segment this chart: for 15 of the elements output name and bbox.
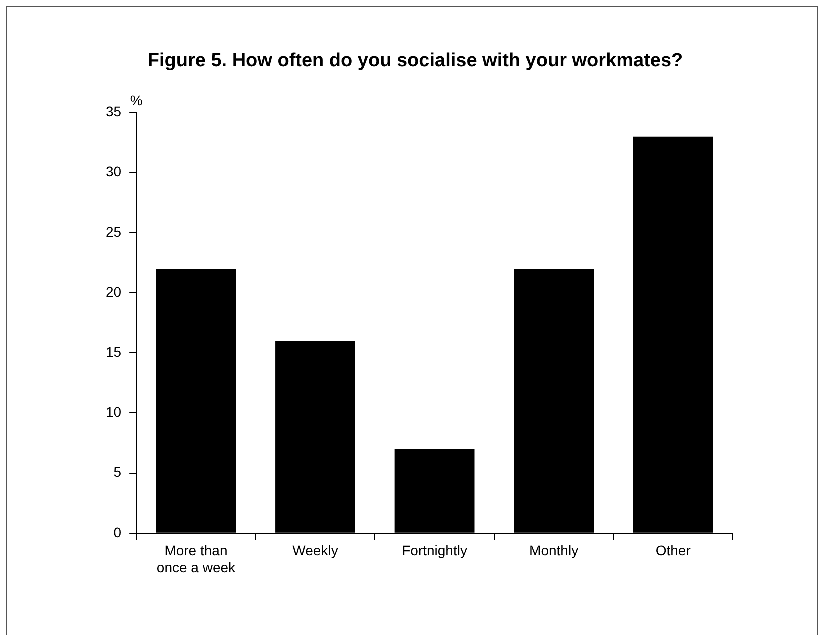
y-tick-label: 15 bbox=[106, 344, 122, 360]
x-tick-label: Monthly bbox=[530, 542, 579, 559]
y-tick-label: 35 bbox=[106, 104, 122, 120]
y-tick-label: 5 bbox=[114, 464, 122, 480]
y-tick-label: 30 bbox=[106, 164, 122, 180]
y-tick-label: 0 bbox=[114, 524, 122, 540]
x-tick-label: More than once a week bbox=[156, 542, 237, 576]
chart-title: Figure 5. How often do you socialise with your workmates? bbox=[148, 50, 684, 72]
y-tick-label: 20 bbox=[106, 284, 122, 300]
x-tick-label: Weekly bbox=[292, 542, 338, 559]
x-tick-label: Other bbox=[656, 542, 692, 559]
y-axis-title: % bbox=[130, 92, 143, 109]
y-tick-label: 10 bbox=[106, 404, 122, 420]
x-tick-label: Fortnightly bbox=[402, 542, 468, 559]
y-tick-label: 25 bbox=[106, 224, 122, 240]
